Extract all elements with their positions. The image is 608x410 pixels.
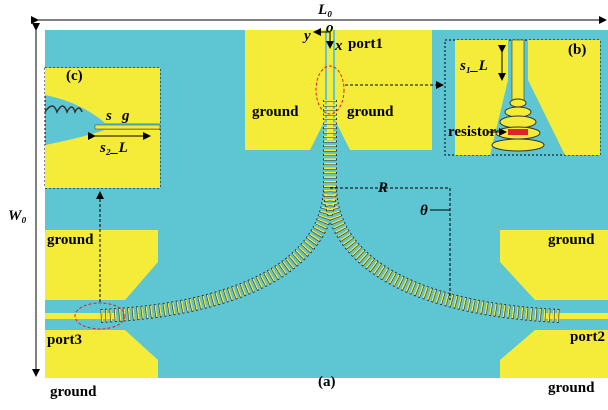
dimension-label: s₂_L [99, 140, 128, 156]
dimension-label: θ [420, 203, 428, 219]
dimension-label: s [105, 108, 112, 124]
feed-line [512, 40, 524, 100]
port-label: port2 [570, 329, 605, 345]
axis-label: o [326, 20, 334, 36]
ground-label: ground [252, 104, 299, 120]
ground-label: ground [47, 232, 94, 248]
ground-plane [245, 30, 325, 150]
axis-label: x [334, 38, 343, 54]
dimension-label: L₀ [317, 2, 332, 18]
feed-line [95, 125, 160, 129]
feed-line [45, 313, 115, 319]
panel-label: (b) [568, 42, 586, 58]
ground-label: ground [548, 380, 595, 396]
ground-label: ground [548, 232, 595, 248]
dimension-label: s₁_L [459, 58, 488, 74]
dimension-label: W₀ [8, 208, 27, 224]
diagram: L₀ W₀ R θ o x y port1 port2 port3 ground… [0, 0, 608, 405]
panel-label: (c) [66, 68, 83, 84]
port-label: port1 [348, 36, 383, 52]
ground-label: ground [50, 384, 97, 400]
port-label: port3 [47, 332, 82, 348]
ground-label: ground [347, 104, 394, 120]
axis-label: y [302, 28, 311, 44]
panel-label: (a) [318, 374, 336, 390]
resistor [508, 129, 528, 135]
dimension-label: R [377, 180, 388, 196]
dimension-label: g [121, 108, 130, 124]
resistor-label: resistor [448, 124, 496, 140]
